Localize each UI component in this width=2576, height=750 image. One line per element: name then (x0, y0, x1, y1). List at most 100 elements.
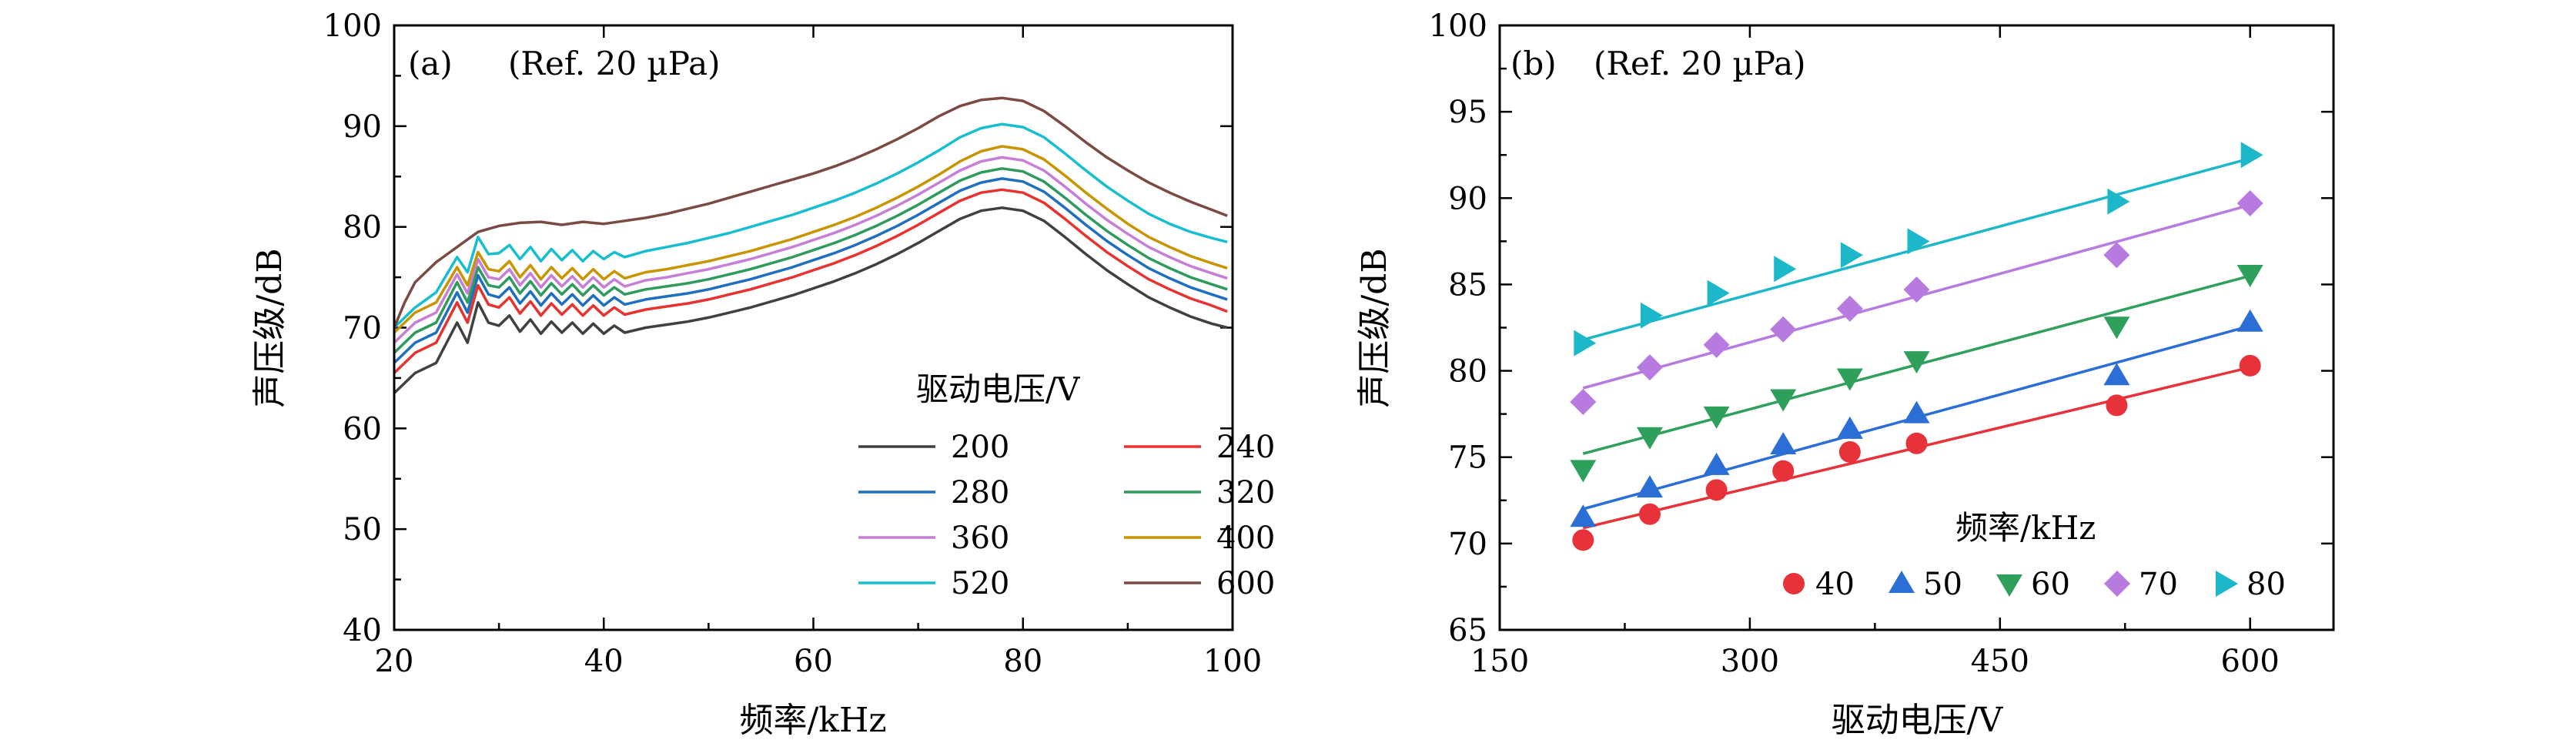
panel-b-tag: (b) (1510, 45, 1557, 82)
panel-a-y-tick-label: 40 (343, 613, 382, 648)
panel-b-y-tick-label: 80 (1448, 354, 1487, 390)
panel-b-y-tick-label: 65 (1448, 613, 1487, 648)
panel-b-y-tick-label: 95 (1448, 95, 1487, 130)
panel-a-y-tick-label: 90 (343, 109, 382, 145)
panel-a-x-tick-label: 80 (1003, 644, 1042, 679)
panel-a-legend: 驱动电压/V 200 240 280 320 360 400 520 600 (858, 370, 1275, 601)
data-point-70 (2103, 242, 2130, 269)
panel-b-legend: 频率/kHz 40 50 60 70 80 (1783, 509, 2286, 602)
panel-b-x-tick-label: 600 (2221, 644, 2280, 679)
series-line-360 (394, 156, 1228, 344)
data-point-70 (1570, 388, 1597, 415)
data-point-70 (1903, 276, 1930, 303)
panel-a-legend-title: 驱动电压/V (916, 370, 1080, 408)
panel-b-y-tick-label: 100 (1429, 8, 1487, 44)
panel-a-x-tick-label: 40 (584, 644, 624, 679)
data-point-60 (1570, 460, 1597, 483)
legend-label-320: 320 (1216, 475, 1275, 511)
series-line-280 (394, 177, 1228, 364)
data-point-80 (1774, 256, 1797, 283)
panel-a-annotation: (Ref. 20 µPa) (508, 45, 721, 82)
series-line-240 (394, 188, 1228, 374)
series-line-600 (394, 96, 1228, 329)
panel-a-y-tick-label: 50 (343, 512, 382, 547)
panel-a-plot-frame (393, 24, 1234, 631)
legend-label-240: 240 (1216, 430, 1275, 465)
legend-marker-80 (2216, 571, 2238, 597)
panel-a-x-tick-label: 20 (375, 644, 414, 679)
panel-a-y-tick-label: 100 (323, 8, 382, 44)
series-line-320 (394, 167, 1228, 354)
data-point-60 (1636, 427, 1663, 450)
data-point-50 (2103, 363, 2130, 386)
data-point-70 (1703, 331, 1730, 358)
data-point-40 (1772, 460, 1795, 482)
panel-b-legend-title: 频率/kHz (1955, 509, 2096, 547)
data-point-80 (2107, 188, 2130, 215)
data-point-60 (1703, 406, 1730, 429)
data-point-70 (1836, 295, 1863, 322)
series-line-520 (394, 122, 1228, 329)
data-point-60 (1770, 389, 1797, 412)
panel-a-x-tick-label: 100 (1203, 644, 1262, 679)
panel-b-y-axis-label: 声压级/dB (1355, 248, 1394, 407)
panel-b-annotation: (Ref. 20 µPa) (1594, 45, 1806, 82)
data-point-40 (1638, 503, 1661, 525)
legend-label-520: 520 (951, 566, 1009, 601)
legend-marker-60 (1996, 574, 2022, 597)
legend-label-50: 50 (1923, 567, 1962, 602)
data-point-50 (1770, 432, 1797, 455)
data-point-40 (1838, 440, 1861, 463)
data-point-80 (2240, 142, 2263, 169)
legend-label-600: 600 (1216, 566, 1275, 601)
legend-label-60: 60 (2031, 567, 2070, 602)
legend-label-40: 40 (1815, 567, 1855, 602)
panel-b-y-tick-label: 75 (1448, 440, 1487, 476)
legend-label-400: 400 (1216, 521, 1275, 556)
data-point-60 (2236, 264, 2263, 287)
panel-b-x-tick-label: 450 (1971, 644, 2029, 679)
legend-label-200: 200 (951, 430, 1009, 465)
data-point-40 (1705, 479, 1728, 501)
panel-b-y-tick-label: 85 (1448, 267, 1487, 303)
legend-label-280: 280 (951, 475, 1009, 511)
data-point-40 (1905, 432, 1928, 454)
legend-marker-70 (2104, 571, 2130, 597)
data-point-50 (1636, 475, 1663, 498)
data-point-40 (1572, 529, 1594, 551)
data-point-80 (1907, 228, 1930, 255)
data-point-70 (1636, 354, 1663, 381)
panel-b-x-axis-label: 驱动电压/V (1832, 701, 2004, 740)
data-point-50 (2236, 309, 2263, 332)
data-point-80 (1574, 330, 1597, 357)
panel-a-x-axis-label: 频率/kHz (739, 701, 886, 740)
legend-label-70: 70 (2139, 567, 2178, 602)
panel-b-plot-frame (1498, 24, 2335, 631)
panel-a-y-tick-label: 70 (343, 311, 382, 347)
fit-line-80 (1582, 157, 2251, 341)
panel-b-x-tick-label: 300 (1721, 644, 1779, 679)
legend-marker-50 (1889, 571, 1915, 593)
panel-a-y-tick-label: 60 (343, 411, 382, 447)
legend-label-360: 360 (951, 521, 1009, 556)
data-point-50 (1703, 452, 1730, 475)
legend-label-80: 80 (2246, 567, 2286, 602)
panel-a-x-tick-label: 60 (794, 644, 833, 679)
data-point-50 (1570, 504, 1597, 527)
panel-b-y-tick-label: 90 (1448, 181, 1487, 216)
data-point-60 (1836, 368, 1863, 391)
panel-a-y-tick-label: 80 (343, 210, 382, 246)
panel-a-tag: (a) (408, 45, 453, 82)
series-line-200 (394, 206, 1228, 394)
panel-b-y-tick-label: 70 (1448, 527, 1487, 562)
data-point-70 (1770, 316, 1797, 343)
data-point-70 (2236, 190, 2263, 217)
panel-b-x-tick-label: 150 (1470, 644, 1529, 679)
data-point-50 (1903, 400, 1930, 424)
data-point-60 (2103, 316, 2130, 340)
panel-a-y-axis-label: 声压级/dB (250, 248, 289, 407)
data-point-80 (1640, 302, 1663, 329)
panel-b-scatter-chart: 150 300 450 600 65 70 75 80 85 90 95 100 (b) (Ref. … (1355, 8, 2335, 740)
